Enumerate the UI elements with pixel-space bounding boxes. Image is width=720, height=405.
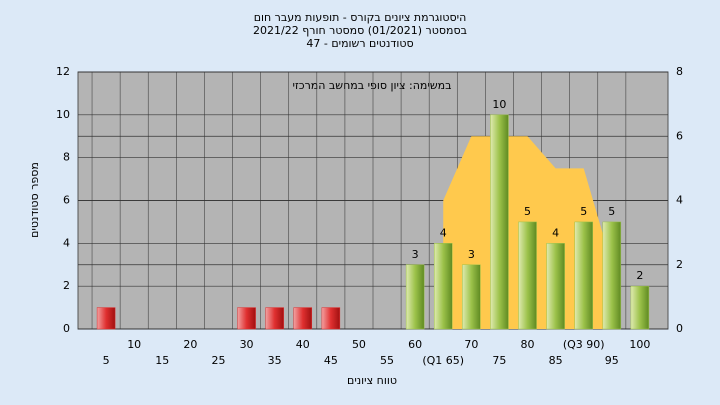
x-tick-label: (Q1 65) [422, 354, 464, 367]
x-tick-label: 55 [380, 354, 394, 367]
bar [321, 307, 341, 330]
x-tick-label: 75 [492, 354, 506, 367]
y2-tick-label: 2 [676, 258, 683, 271]
bar [518, 221, 537, 330]
y2-tick-label: 6 [676, 129, 683, 142]
bar [574, 221, 593, 330]
data-label: 10 [492, 98, 506, 111]
bar [293, 307, 313, 330]
bar [405, 264, 425, 330]
y-tick-label: 8 [63, 151, 70, 164]
x-tick-label: 30 [240, 338, 254, 351]
x-tick-label: 35 [268, 354, 282, 367]
data-label: 2 [636, 269, 643, 282]
y-axis-label: מספר סטודנטים [28, 162, 41, 238]
y-tick-label: 6 [63, 194, 70, 207]
y-tick-label: 4 [63, 236, 70, 249]
data-label: 3 [412, 248, 419, 261]
x-axis-label: טווח ציונים [347, 374, 397, 387]
data-label: 5 [580, 205, 587, 218]
bar [237, 307, 256, 330]
x-tick-label: 45 [324, 354, 338, 367]
y2-tick-label: 8 [676, 65, 683, 78]
y2-tick-label: 0 [676, 322, 683, 335]
y-tick-label: 12 [56, 65, 70, 78]
x-tick-label: 40 [296, 338, 310, 351]
bar [602, 221, 622, 330]
bar [433, 243, 453, 330]
x-tick-label: 60 [408, 338, 422, 351]
x-tick-label: 85 [549, 354, 563, 367]
annotation: במשימה: ציון סופי במחשב המרכזי [292, 79, 451, 92]
x-tick-label: 20 [183, 338, 197, 351]
chart-title: היסטוגרמת ציונים בקורס - תופעות מעבר חום [254, 11, 467, 24]
x-tick-label: 70 [464, 338, 478, 351]
bar [265, 307, 284, 330]
x-tick-label: 10 [127, 338, 141, 351]
x-tick-label: 100 [629, 338, 650, 351]
y-tick-label: 0 [63, 322, 70, 335]
y-tick-label: 2 [63, 279, 70, 292]
y2-tick-label: 4 [676, 194, 683, 207]
chart-subtitle: בסמסטר (01/2021) סמסטר חורף 2021/22 [253, 24, 467, 37]
x-tick-label: (Q3 90) [563, 338, 605, 351]
x-tick-label: 15 [155, 354, 169, 367]
chart-subtitle: סטודנטים רשומים - 47 [306, 37, 413, 50]
bar [490, 114, 509, 330]
data-label: 4 [552, 226, 559, 239]
data-label: 3 [468, 248, 475, 261]
x-tick-label: 5 [103, 354, 110, 367]
x-tick-label: 25 [211, 354, 225, 367]
data-label: 5 [524, 205, 531, 218]
data-label: 5 [608, 205, 615, 218]
bar [462, 264, 481, 330]
x-tick-label: 95 [605, 354, 619, 367]
y-tick-label: 10 [56, 108, 70, 121]
bar [630, 285, 650, 330]
x-tick-label: 80 [521, 338, 535, 351]
x-tick-label: 50 [352, 338, 366, 351]
data-label: 4 [440, 226, 447, 239]
bar [96, 307, 116, 330]
bar [546, 243, 565, 330]
